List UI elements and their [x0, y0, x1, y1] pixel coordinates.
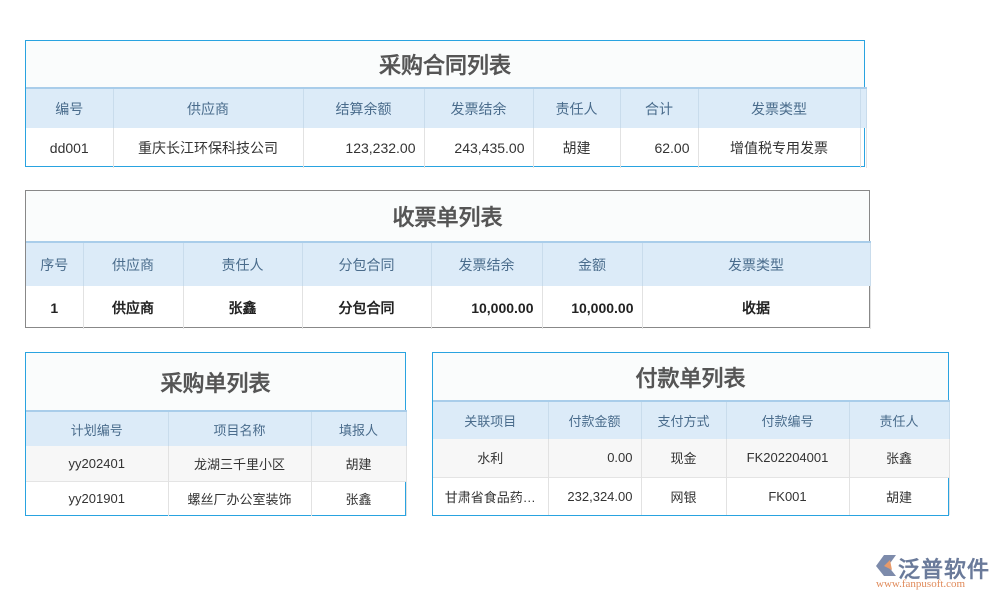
table-cell: 龙湖三千里小区 — [168, 446, 312, 481]
data-table: 计划编号 项目名称 填报人 yy202401 龙湖三千里小区 胡建 yy201901 螺丝厂办… — [26, 410, 407, 516]
logo-url: www.fanpusoft.com — [876, 578, 966, 590]
table-row[interactable]: 水利 0.00 现金 FK202204001 张鑫 — [433, 439, 950, 477]
payment-list-panel: 付款单列表 关联项目 付款金额 支付方式 付款编号 责任人 水利 0.00 现金 FK202204… — [432, 352, 950, 516]
invoice-receipt-list-panel: 收票单列表 序号 供应商 责任人 分包合同 发票结余 金额 发票类型 1 供应商 张鑫 分包合同 10,… — [25, 190, 871, 329]
table-title: 收票单列表 — [26, 191, 869, 241]
table-cell: 10,000.00 — [431, 286, 543, 329]
column-header[interactable]: 付款金额 — [548, 400, 642, 439]
column-header[interactable] — [860, 87, 867, 128]
table-title: 付款单列表 — [433, 353, 948, 400]
table-cell: FK001 — [726, 476, 850, 515]
table-row[interactable]: yy202401 龙湖三千里小区 胡建 — [26, 446, 407, 481]
column-header[interactable]: 支付方式 — [641, 400, 727, 439]
table-cell — [860, 128, 867, 168]
column-header[interactable]: 发票结余 — [431, 241, 543, 286]
table-cell: 0.00 — [548, 439, 642, 477]
table-cell: FK202204001 — [726, 439, 850, 477]
column-header[interactable]: 发票类型 — [642, 241, 871, 286]
logo-icon — [876, 555, 896, 576]
table-cell: dd001 — [26, 128, 114, 168]
table-cell: yy201901 — [26, 480, 169, 516]
column-header[interactable]: 序号 — [26, 241, 84, 286]
table-cell: 螺丝厂办公室装饰 — [168, 480, 312, 516]
column-header[interactable]: 项目名称 — [168, 410, 312, 446]
table-cell: 232,324.00 — [548, 476, 642, 515]
column-header[interactable]: 责任人 — [183, 241, 303, 286]
table-cell: yy202401 — [26, 446, 169, 481]
table-cell: 收据 — [642, 286, 871, 329]
table-cell: 胡建 — [849, 476, 950, 515]
table-cell: 243,435.00 — [424, 128, 534, 168]
column-header[interactable]: 计划编号 — [26, 410, 169, 446]
column-header[interactable]: 责任人 — [849, 400, 950, 439]
data-table: 关联项目 付款金额 支付方式 付款编号 责任人 水利 0.00 现金 FK202204001 张鑫… — [433, 400, 950, 515]
table-cell: 胡建 — [311, 446, 407, 481]
data-table: 编号 供应商 结算余额 发票结余 责任人 合计 发票类型 dd001 重庆长江环保科技公司 123… — [26, 87, 867, 168]
table-cell: 10,000.00 — [542, 286, 643, 329]
table-cell: 张鑫 — [311, 480, 407, 516]
table-row[interactable]: yy201901 螺丝厂办公室装饰 张鑫 — [26, 480, 407, 516]
column-header[interactable]: 填报人 — [311, 410, 407, 446]
logo-brand: 泛普软件 — [898, 557, 991, 582]
table-cell: 现金 — [641, 439, 727, 477]
column-header[interactable]: 责任人 — [533, 87, 621, 128]
column-header[interactable]: 关联项目 — [433, 400, 549, 439]
table-cell: 张鑫 — [183, 286, 303, 329]
column-header[interactable]: 供应商 — [83, 241, 184, 286]
table-cell: 123,232.00 — [303, 128, 425, 168]
purchase-order-list-panel: 采购单列表 计划编号 项目名称 填报人 yy202401 龙湖三千里小区 胡建 yy20190… — [25, 352, 407, 516]
table-cell: 张鑫 — [849, 439, 950, 477]
table-cell: 62.00 — [620, 128, 699, 168]
table-title: 采购单列表 — [26, 353, 405, 410]
column-header[interactable]: 付款编号 — [726, 400, 850, 439]
column-header[interactable]: 结算余额 — [303, 87, 425, 128]
table-title: 采购合同列表 — [26, 41, 864, 87]
table-row[interactable]: 1 供应商 张鑫 分包合同 10,000.00 10,000.00 收据 — [26, 286, 871, 329]
table-cell: 重庆长江环保科技公司 — [113, 128, 304, 168]
table-row[interactable]: 甘肃省食品药… 232,324.00 网银 FK001 胡建 — [433, 476, 950, 515]
column-header[interactable]: 发票类型 — [698, 87, 861, 128]
table-cell: 胡建 — [533, 128, 621, 168]
table-row[interactable]: dd001 重庆长江环保科技公司 123,232.00 243,435.00 胡建 62.… — [26, 128, 867, 168]
column-header[interactable]: 编号 — [26, 87, 114, 128]
fanpu-logo: 泛普软件 www.fanpusoft.com — [870, 550, 995, 595]
table-cell: 1 — [26, 286, 84, 329]
table-cell: 甘肃省食品药… — [433, 476, 549, 515]
column-header[interactable]: 合计 — [620, 87, 699, 128]
table-cell: 网银 — [641, 476, 727, 515]
table-cell: 供应商 — [83, 286, 184, 329]
table-cell: 增值税专用发票 — [698, 128, 861, 168]
column-header[interactable]: 供应商 — [113, 87, 304, 128]
purchase-contract-list-panel: 采购合同列表 编号 供应商 结算余额 发票结余 责任人 合计 发票类型 dd001 重庆长江环保科… — [25, 40, 867, 168]
table-cell: 分包合同 — [302, 286, 432, 329]
column-header[interactable]: 分包合同 — [302, 241, 432, 286]
table-cell: 水利 — [433, 439, 549, 477]
data-table: 序号 供应商 责任人 分包合同 发票结余 金额 发票类型 1 供应商 张鑫 分包合同 10,000.0… — [26, 241, 871, 329]
column-header[interactable]: 金额 — [542, 241, 643, 286]
column-header[interactable]: 发票结余 — [424, 87, 534, 128]
